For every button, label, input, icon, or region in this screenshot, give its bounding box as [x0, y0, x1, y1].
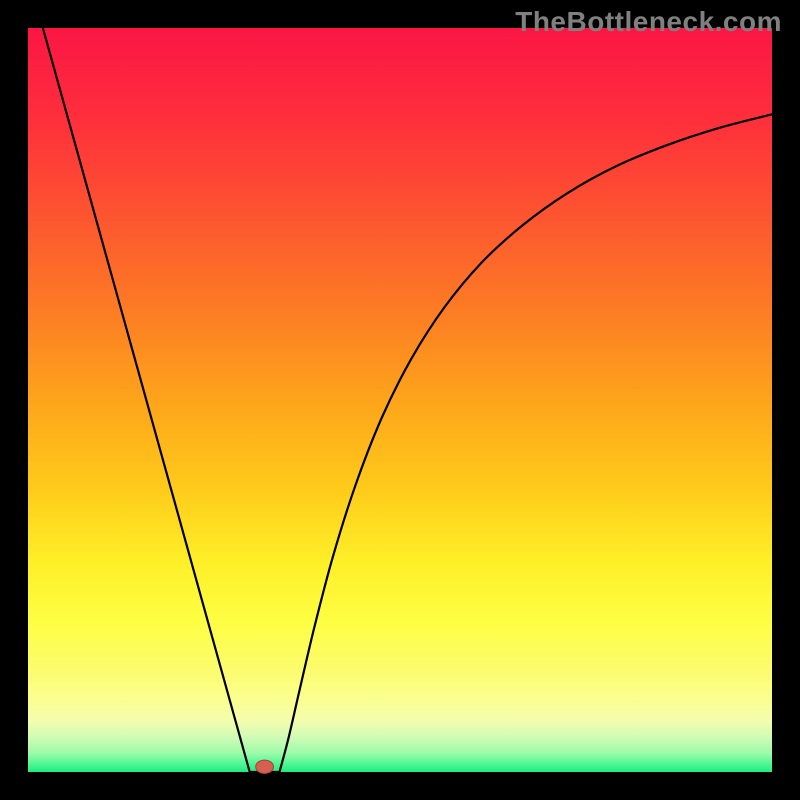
chart-canvas: TheBottleneck.com [0, 0, 800, 800]
minimum-marker [256, 760, 274, 773]
plot-background [28, 28, 772, 772]
watermark-text: TheBottleneck.com [515, 6, 782, 38]
chart-svg [0, 0, 800, 800]
